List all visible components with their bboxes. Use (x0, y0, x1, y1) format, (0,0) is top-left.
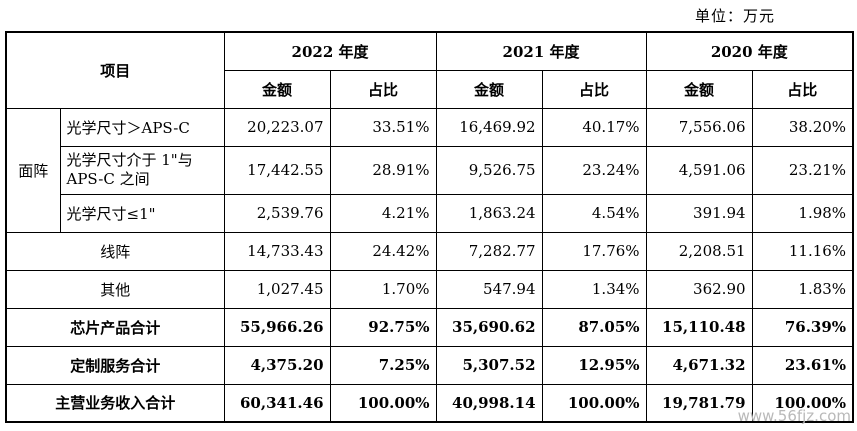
watermark: www.56fjz.com (737, 407, 851, 425)
cell-value: 4,375.20 (223, 345, 331, 385)
cell-value: 87.05% (541, 307, 647, 347)
cell-value: 1.70% (329, 269, 437, 309)
unit-label: 单位：万元 (694, 7, 775, 25)
header-amount: 金额 (223, 69, 331, 109)
table-row: 其他 1,027.45 1.70% 547.94 1.34% 362.90 1.… (4, 269, 855, 309)
cell-value: 24.42% (329, 231, 437, 271)
cell-value: 33.51% (329, 107, 437, 147)
cell-value: 19,781.79 (645, 383, 753, 423)
table-row: 主营业务收入合计 60,341.46 100.00% 40,998.14 100… (4, 383, 855, 423)
cell-value: 391.94 (645, 193, 753, 233)
cell-value: 4,671.32 (645, 345, 753, 385)
cell-value: 23.21% (751, 145, 855, 195)
header-item: 项目 (4, 31, 225, 109)
cell-value: 7.25% (329, 345, 437, 385)
header-year-2022: 2022 年度 (223, 31, 437, 71)
cell-value: 17,442.55 (223, 145, 331, 195)
cell-value: 2,539.76 (223, 193, 331, 233)
cell-value: 7,556.06 (645, 107, 753, 147)
cell-value: 23.24% (541, 145, 647, 195)
row-label: 线阵 (4, 231, 225, 271)
header-ratio: 占比 (541, 69, 647, 109)
header-year-2020: 2020 年度 (645, 31, 855, 71)
cell-value: 12.95% (541, 345, 647, 385)
cell-value: 1,027.45 (223, 269, 331, 309)
table-row: 光学尺寸≤1" 2,539.76 4.21% 1,863.24 4.54% 39… (6, 193, 855, 233)
cell-value: 15,110.48 (645, 307, 753, 347)
cell-value: 9,526.75 (435, 145, 543, 195)
cell-value: 100.00% (541, 383, 647, 423)
cell-value: 76.39% (751, 307, 855, 347)
row-label: 芯片产品合计 (4, 307, 225, 347)
row-label: 定制服务合计 (4, 345, 225, 385)
header-amount: 金额 (645, 69, 753, 109)
table-row: 定制服务合计 4,375.20 7.25% 5,307.52 12.95% 4,… (4, 345, 855, 385)
header-row-metrics: 金额 占比 金额 占比 金额 占比 (6, 69, 855, 109)
cell-value: 1.98% (751, 193, 855, 233)
cell-value: 100.00% (751, 383, 855, 423)
cell-value: 100.00% (329, 383, 437, 423)
cell-value: 40,998.14 (435, 383, 543, 423)
cell-value: 2,208.51 (645, 231, 753, 271)
table-row: 面阵 光学尺寸＞APS-C 20,223.07 33.51% 16,469.92… (5, 107, 855, 233)
cell-value: 1,863.24 (435, 193, 543, 233)
cell-value: 547.94 (435, 269, 543, 309)
header-row-years: 项目 2022 年度 2021 年度 2020 年度 (4, 31, 855, 109)
row-label: 其他 (4, 269, 225, 309)
cell-value: 17.76% (541, 231, 647, 271)
row-label: 光学尺寸介于 1"与APS-C 之间 (59, 145, 225, 195)
table-row: 线阵 14,733.43 24.42% 7,282.77 17.76% 2,20… (4, 231, 855, 271)
cell-value: 4.21% (329, 193, 437, 233)
cell-value: 7,282.77 (435, 231, 543, 271)
cell-value: 23.61% (751, 345, 855, 385)
header-amount: 金额 (435, 69, 543, 109)
cell-value: 60,341.46 (223, 383, 331, 423)
table-row: 光学尺寸介于 1"与APS-C 之间 17,442.55 28.91% 9,52… (6, 145, 855, 195)
cell-value: 362.90 (645, 269, 753, 309)
header-year-2021: 2021 年度 (435, 31, 647, 71)
group-label-area-array: 面阵 (5, 107, 61, 233)
cell-value: 16,469.92 (435, 107, 543, 147)
cell-value: 35,690.62 (435, 307, 543, 347)
revenue-table: 项目 2022 年度 2021 年度 2020 年度 金额 占比 金额 占比 金… (4, 31, 855, 423)
row-label: 光学尺寸＞APS-C (59, 107, 225, 147)
cell-value: 14,733.43 (223, 231, 331, 271)
cell-value: 38.20% (751, 107, 855, 147)
cell-value: 11.16% (751, 231, 855, 271)
cell-value: 4.54% (541, 193, 647, 233)
cell-value: 4,591.06 (645, 145, 753, 195)
cell-value: 1.83% (751, 269, 855, 309)
row-label: 主营业务收入合计 (4, 383, 225, 423)
table-row: 芯片产品合计 55,966.26 92.75% 35,690.62 87.05%… (4, 307, 855, 347)
cell-value: 40.17% (541, 107, 647, 147)
cell-value: 20,223.07 (223, 107, 331, 147)
cell-value: 28.91% (329, 145, 437, 195)
header-ratio: 占比 (751, 69, 855, 109)
cell-value: 5,307.52 (435, 345, 543, 385)
row-label: 光学尺寸≤1" (59, 193, 225, 233)
cell-value: 92.75% (329, 307, 437, 347)
cell-value: 1.34% (541, 269, 647, 309)
header-ratio: 占比 (329, 69, 437, 109)
cell-value: 55,966.26 (223, 307, 331, 347)
